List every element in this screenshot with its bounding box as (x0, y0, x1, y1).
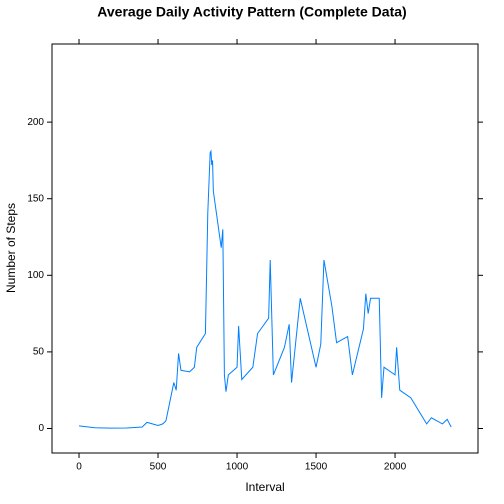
y-axis-label: Number of Steps (4, 203, 18, 293)
x-tick-label: 500 (150, 462, 167, 473)
y-tick-label: 150 (27, 193, 44, 204)
data-line (78, 149, 452, 429)
y-tick-label: 100 (27, 270, 44, 281)
chart-title: Average Daily Activity Pattern (Complete… (97, 4, 406, 20)
y-tick-label: 0 (38, 423, 44, 434)
x-tick-label: 0 (76, 462, 82, 473)
y-tick-label: 50 (33, 347, 45, 358)
x-tick-label: 1000 (226, 462, 249, 473)
y-tick-label: 200 (27, 117, 44, 128)
x-axis-label: Interval (245, 480, 284, 494)
x-tick-label: 2000 (384, 462, 407, 473)
x-tick-label: 1500 (305, 462, 328, 473)
panel-border (51, 43, 479, 454)
